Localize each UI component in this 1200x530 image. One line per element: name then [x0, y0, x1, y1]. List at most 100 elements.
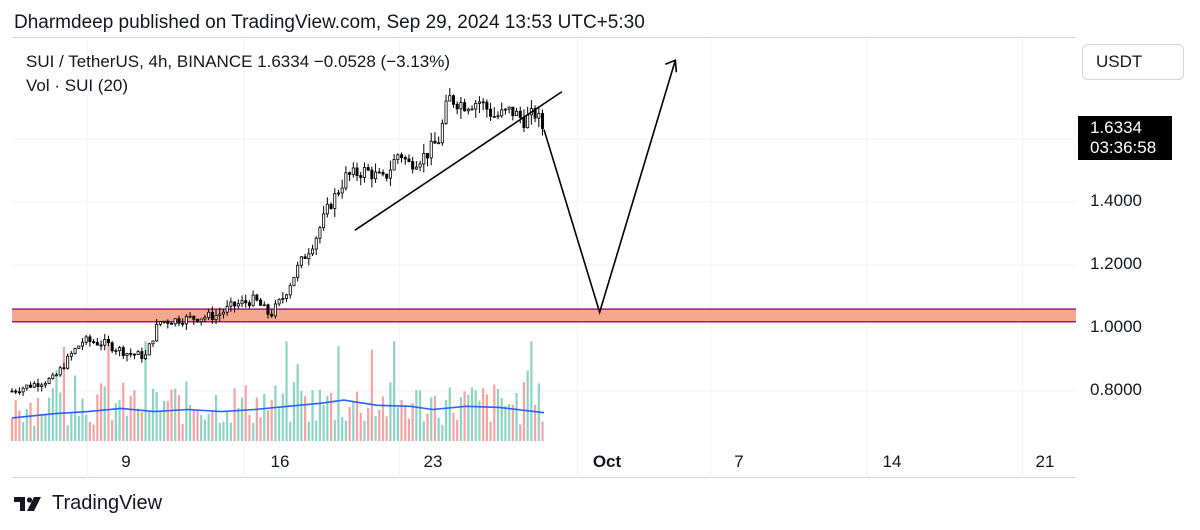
volume-bar [374, 415, 377, 441]
volume-bar [496, 389, 500, 441]
volume-bar [70, 412, 73, 441]
volume-bar [259, 417, 262, 441]
volume-bar [137, 408, 140, 441]
candle-body [36, 383, 40, 387]
volume-bar [526, 370, 529, 441]
candle-body [507, 106, 511, 110]
volume-bar [489, 421, 492, 441]
volume-legend: Vol · SUI (20) [26, 76, 129, 95]
volume-bar [233, 388, 236, 441]
volume-bar [122, 382, 125, 441]
volume-bar [203, 419, 207, 441]
volume-bar [474, 390, 477, 441]
volume-bar [255, 397, 258, 441]
candle-body [77, 345, 81, 349]
candle-body [10, 390, 14, 393]
candle-body [292, 276, 296, 287]
candle-body [307, 253, 311, 260]
volume-bar [337, 346, 340, 441]
candle-body [318, 227, 322, 239]
volume-bar [22, 421, 25, 441]
tradingview-logo[interactable]: TradingView [14, 492, 162, 515]
candle-body [99, 344, 103, 347]
candle-body [470, 108, 474, 111]
time-axis-label: 7 [734, 452, 744, 471]
candle-body [526, 114, 530, 129]
candle-body [336, 192, 340, 195]
symbol-legend: SUI / TetherUS, 4h, BINANCE 1.6334 −0.05… [26, 52, 450, 71]
volume-bar [211, 410, 214, 441]
volume-bar [81, 398, 84, 441]
price-axis-label: 1.4000 [1090, 191, 1142, 210]
volume-bar [341, 416, 344, 441]
volume-bar [174, 388, 177, 441]
volume-bar [103, 386, 106, 441]
volume-bar [430, 397, 433, 441]
volume-bar [511, 404, 514, 441]
candle-body [366, 167, 370, 171]
candle-body [58, 367, 62, 376]
candle-body [14, 390, 18, 393]
candle-body [118, 347, 122, 352]
volume-bar [244, 385, 247, 441]
volume-bar [140, 412, 143, 441]
candle-body [451, 95, 455, 105]
publisher-line: Dharmdeep published on TradingView.com, … [14, 12, 645, 33]
volume-bar [40, 415, 43, 441]
volume-bar [359, 412, 362, 441]
candle-body [244, 300, 248, 304]
volume-bar [218, 422, 221, 441]
candle-body [281, 298, 285, 300]
candle-body [400, 154, 404, 158]
candle-body [362, 167, 366, 178]
candle-body [166, 320, 170, 324]
candle-body [25, 384, 29, 389]
candle-body [51, 374, 55, 379]
volume-bar [444, 400, 448, 441]
candle-body [285, 294, 289, 299]
bar-countdown: 03:36:58 [1090, 138, 1157, 157]
candle-body [66, 355, 70, 369]
volume-bar [237, 407, 240, 441]
volume-bar [148, 411, 151, 441]
volume-bar [270, 400, 273, 441]
candle-body [511, 106, 515, 117]
volume-ma-tag: 13.828 M [1086, 403, 1157, 422]
candle-body [147, 343, 151, 356]
volume-bar [533, 404, 537, 441]
candle-body [515, 110, 519, 117]
last-price-value: 1.6334 [1090, 118, 1142, 137]
candle-body [255, 294, 259, 301]
candle-body [481, 101, 485, 104]
candle-body [17, 391, 21, 394]
candle-body [340, 187, 344, 194]
chart-pane[interactable] [12, 37, 1076, 478]
candle-body [84, 336, 88, 343]
volume-bar [418, 390, 422, 441]
volume-bar [393, 341, 396, 441]
volume-bar [400, 400, 403, 441]
volume-bar [181, 424, 184, 441]
candle-body [62, 367, 66, 370]
candle-body [218, 313, 222, 316]
candle-body [106, 339, 110, 344]
volume-bar [185, 381, 188, 441]
candle-body [455, 103, 459, 110]
volume-bar [307, 421, 310, 441]
time-axis-label: 23 [423, 452, 443, 471]
volume-bar [519, 424, 522, 441]
candle-body [221, 311, 225, 315]
volume-bar [155, 391, 158, 441]
candle-body [433, 140, 437, 144]
volume-bar [151, 388, 155, 441]
currency-button[interactable]: USDT [1082, 44, 1184, 80]
candle-body [203, 316, 207, 320]
volume-bar [493, 384, 496, 441]
candle-body [55, 374, 59, 377]
volume-bar [33, 425, 36, 441]
volume-bar [159, 410, 162, 441]
candle-body [477, 101, 481, 104]
candle-body [314, 237, 318, 250]
candle-body [199, 318, 203, 322]
